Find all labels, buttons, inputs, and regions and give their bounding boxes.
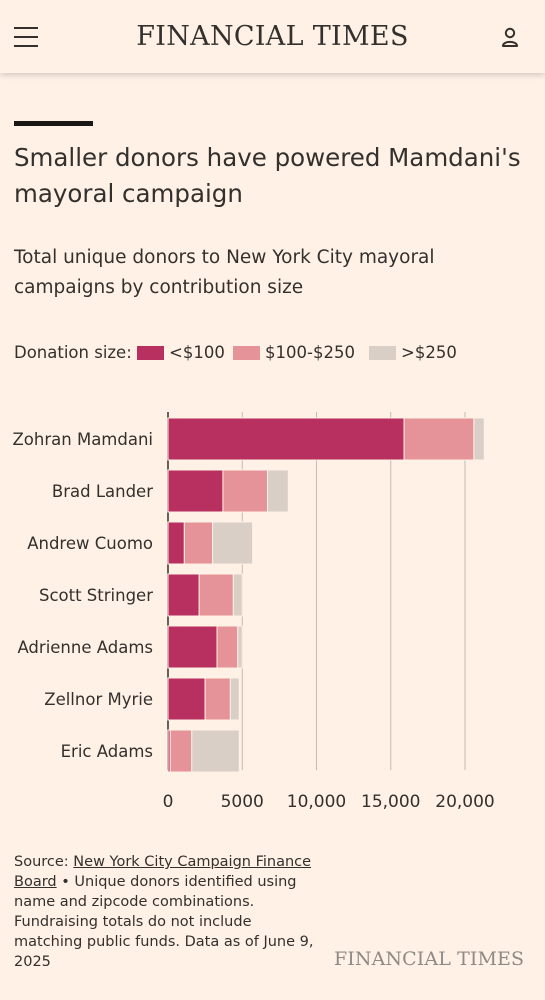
legend-label-over-250: >$250 [401,343,457,362]
bar-scott-stringer-100_250 [198,573,234,617]
legend-swatch-over-250 [369,346,396,360]
bar-andrew-cuomo-under_100 [167,521,185,565]
bar-eric-adams-over_250 [191,729,240,773]
legend-swatch-100-250 [233,346,260,360]
legend-label-100-250: $100-$250 [265,343,355,362]
bar-zellnor-myrie-over_250 [229,677,240,721]
x-tick-label: 10,000 [287,792,346,812]
source-note: • Unique donors identified using name an… [14,874,314,970]
source-link[interactable]: New York City Campaign Finance Board [14,854,312,890]
bar-zohran-mamdani-over_250 [473,417,485,461]
site-header: FINANCIAL TIMES [0,0,545,73]
bar-zellnor-myrie-100_250 [204,677,231,721]
bar-adrienne-adams-100_250 [216,625,239,669]
bar-zohran-mamdani-under_100 [167,417,405,461]
bar-brad-lander-100_250 [222,469,268,513]
category-label: Scott Stringer [39,586,153,605]
x-tick-label: 15,000 [361,792,420,812]
bar-scott-stringer-under_100 [167,573,200,617]
legend-label-under-100: <$100 [169,343,225,362]
category-label: Zellnor Myrie [44,690,153,709]
legend-swatch-under-100 [137,346,164,360]
bar-andrew-cuomo-100_250 [183,521,214,565]
ft-brand-mark: FINANCIAL TIMES [334,948,525,970]
bar-zellnor-myrie-under_100 [167,677,206,721]
category-label: Zohran Mamdani [13,430,154,449]
x-tick-label: 20,000 [435,792,494,812]
bar-zohran-mamdani-100_250 [403,417,475,461]
x-tick-label: 5000 [221,792,264,812]
category-label: Brad Lander [52,482,153,501]
bar-brad-lander-under_100 [167,469,224,513]
hamburger-menu-icon[interactable] [14,27,38,47]
bar-scott-stringer-over_250 [232,573,243,617]
bar-andrew-cuomo-over_250 [212,521,254,565]
legend-title: Donation size: [14,343,132,362]
bar-brad-lander-over_250 [266,469,289,513]
category-label: Eric Adams [61,742,153,761]
title-rule [14,121,93,126]
source-prefix: Source: [14,854,74,870]
chart-title: Smaller donors have powered Mamdani's ma… [14,143,521,208]
chart-subtitle: Total unique donors to New York City may… [14,247,435,298]
user-account-icon[interactable] [500,26,520,48]
bar-eric-adams-100_250 [169,729,193,773]
category-label: Adrienne Adams [17,638,153,657]
chart-footer: Source: New York City Campaign Finance B… [14,852,314,972]
bar-adrienne-adams-under_100 [167,625,218,669]
x-tick-label: 0 [163,792,174,812]
category-label: Andrew Cuomo [27,534,153,553]
bar-adrienne-adams-over_250 [237,625,243,669]
ft-logo[interactable]: FINANCIAL TIMES [136,21,409,52]
stacked-bar-chart: 0 5000 10,000 15,000 20,000 Zohran Mamdani Bra… [13,412,495,812]
